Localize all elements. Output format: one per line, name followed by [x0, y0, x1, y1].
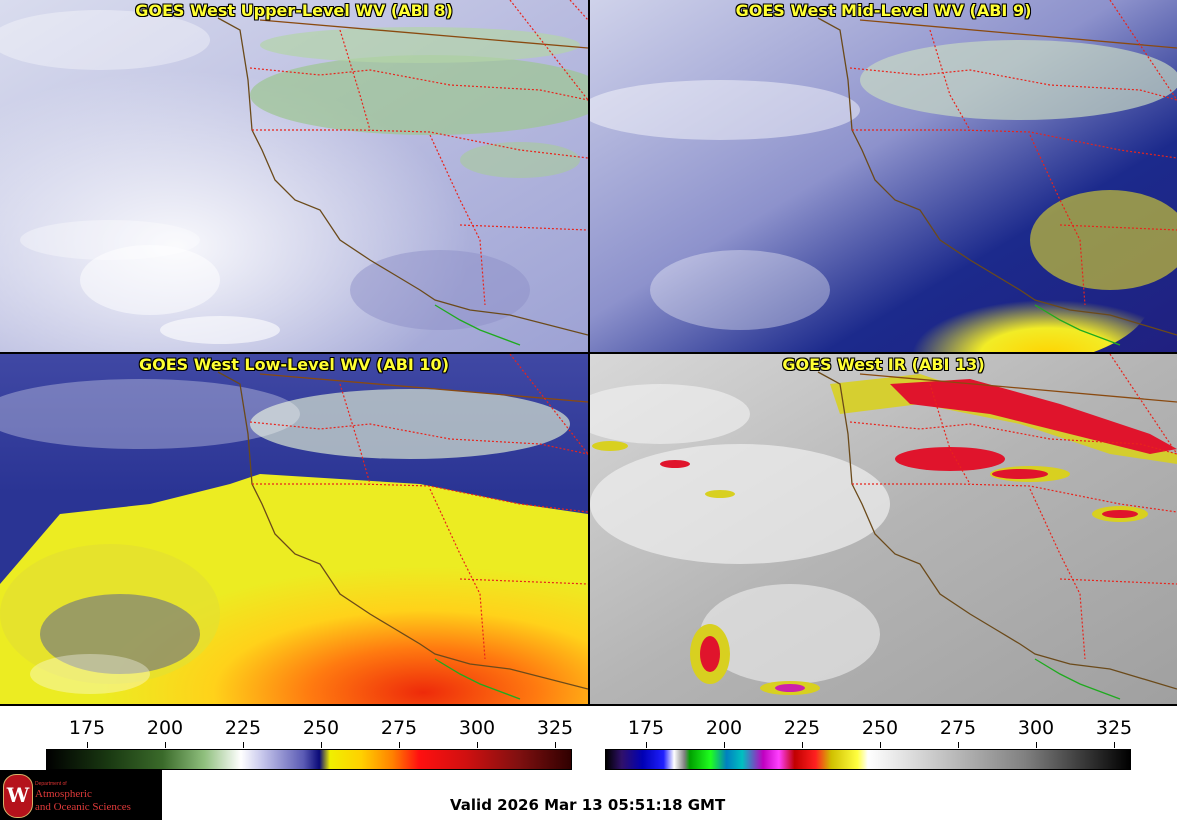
uw-aos-logo: W Department of Atmospheric and Oceanic … — [0, 770, 162, 820]
tick-label: 225 — [783, 717, 821, 739]
panel-mid-level-wv: GOES West Mid-Level WV (ABI 9) — [590, 0, 1177, 352]
tick-label: 250 — [302, 717, 340, 739]
logo-line2: and Oceanic Sciences — [35, 801, 131, 813]
tick-mark — [555, 742, 556, 748]
logo-line1: Atmospheric — [35, 788, 92, 800]
tick-label: 300 — [1017, 717, 1055, 739]
tick-label: 200 — [705, 717, 743, 739]
tick-label: 325 — [536, 717, 574, 739]
panel-upper-level-wv: GOES West Upper-Level WV (ABI 8) — [0, 0, 588, 352]
panel-divider-bottom — [0, 704, 1177, 706]
tick-label: 250 — [861, 717, 899, 739]
panel-title: GOES West Low-Level WV (ABI 10) — [138, 355, 449, 374]
tick-mark — [165, 742, 166, 748]
mid-level-wv-image — [590, 0, 1177, 352]
logo-dept: Department of — [35, 781, 67, 787]
tick-mark — [802, 742, 803, 748]
panel-title: GOES West Mid-Level WV (ABI 9) — [735, 1, 1032, 20]
colorbar-strip — [605, 749, 1131, 770]
tick-mark — [958, 742, 959, 748]
valid-time: Valid 2026 Mar 13 05:51:18 GMT — [450, 796, 726, 814]
tick-mark — [646, 742, 647, 748]
low-level-wv-image — [0, 354, 588, 704]
tick-label: 200 — [146, 717, 184, 739]
panel-title: GOES West Upper-Level WV (ABI 8) — [135, 1, 453, 20]
tick-label: 275 — [939, 717, 977, 739]
tick-mark — [243, 742, 244, 748]
tick-mark — [477, 742, 478, 748]
colorbar-strip — [46, 749, 572, 770]
colorbar-water-vapor: 175 200 225 250 275 300 325 — [46, 706, 573, 770]
tick-label: 175 — [68, 717, 106, 739]
tick-label: 275 — [380, 717, 418, 739]
tick-mark — [321, 742, 322, 748]
tick-mark — [880, 742, 881, 748]
tick-mark — [1036, 742, 1037, 748]
tick-mark — [87, 742, 88, 748]
tick-label: 175 — [627, 717, 665, 739]
upper-level-wv-image — [0, 0, 588, 352]
panel-ir: GOES West IR (ABI 13) — [590, 354, 1177, 704]
panel-divider-horizontal — [0, 352, 1177, 354]
tick-label: 225 — [224, 717, 262, 739]
uw-seal-icon: W — [3, 774, 33, 818]
tick-mark — [724, 742, 725, 748]
tick-mark — [399, 742, 400, 748]
colorbar-infrared: 175 200 225 250 275 300 325 — [605, 706, 1132, 770]
panel-low-level-wv: GOES West Low-Level WV (ABI 10) — [0, 354, 588, 704]
ir-image — [590, 354, 1177, 704]
tick-mark — [1114, 742, 1115, 748]
tick-label: 300 — [458, 717, 496, 739]
tick-label: 325 — [1095, 717, 1133, 739]
panel-title: GOES West IR (ABI 13) — [782, 355, 985, 374]
